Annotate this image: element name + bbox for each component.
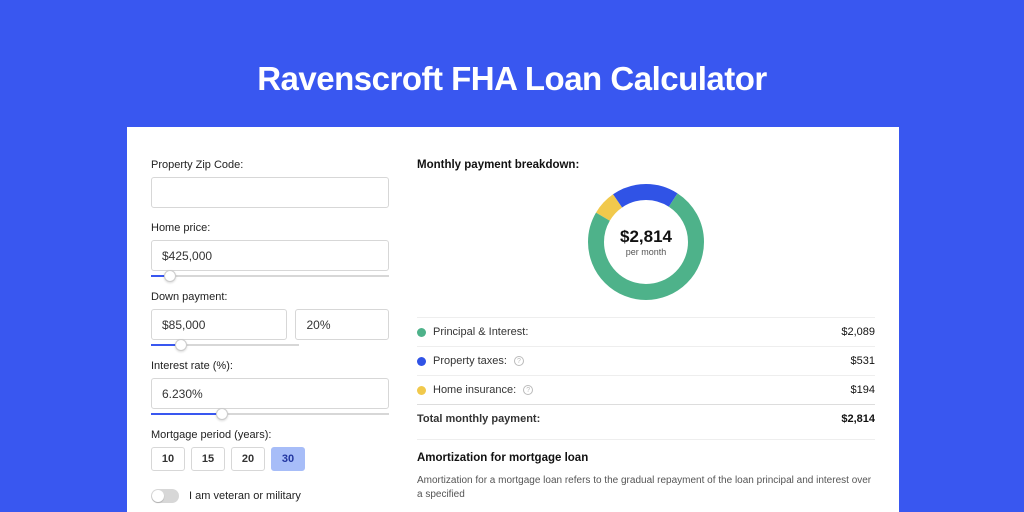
- down-payment-pct-input[interactable]: [295, 309, 389, 340]
- veteran-row: I am veteran or military: [151, 489, 389, 503]
- slider-thumb[interactable]: [175, 339, 187, 351]
- period-button-15[interactable]: 15: [191, 447, 225, 471]
- period-button-10[interactable]: 10: [151, 447, 185, 471]
- line-item-left: Principal & Interest:: [417, 326, 528, 338]
- line-item-label: Home insurance:: [433, 384, 516, 396]
- interest-rate-input[interactable]: [151, 378, 389, 409]
- breakdown-column: Monthly payment breakdown: $2,814 per mo…: [417, 159, 875, 512]
- amortization-title: Amortization for mortgage loan: [417, 452, 875, 464]
- line-item: Home insurance:? $194: [417, 375, 875, 404]
- field-down-payment: Down payment:: [151, 291, 389, 346]
- line-item-label: Property taxes:: [433, 355, 507, 367]
- info-icon[interactable]: ?: [523, 385, 533, 395]
- line-item-label: Principal & Interest:: [433, 326, 528, 338]
- form-column: Property Zip Code: Home price: Down paym…: [151, 159, 389, 512]
- total-value: $2,814: [841, 413, 875, 425]
- donut-sub: per month: [626, 247, 667, 257]
- donut-center: $2,814 per month: [585, 181, 707, 303]
- line-item: Principal & Interest: $2,089: [417, 317, 875, 346]
- page-title: Ravenscroft FHA Loan Calculator: [0, 0, 1024, 98]
- interest-rate-label: Interest rate (%):: [151, 360, 389, 372]
- donut-chart-wrap: $2,814 per month: [417, 181, 875, 303]
- line-item: Property taxes:? $531: [417, 346, 875, 375]
- interest-rate-slider[interactable]: [151, 413, 389, 415]
- period-button-20[interactable]: 20: [231, 447, 265, 471]
- info-icon[interactable]: ?: [514, 356, 524, 366]
- donut-amount: $2,814: [620, 227, 672, 247]
- period-label: Mortgage period (years):: [151, 429, 389, 441]
- amortization-text: Amortization for a mortgage loan refers …: [417, 474, 875, 502]
- line-item-left: Property taxes:?: [417, 355, 524, 367]
- total-label: Total monthly payment:: [417, 413, 540, 425]
- field-zip: Property Zip Code:: [151, 159, 389, 208]
- legend-dot: [417, 386, 426, 395]
- line-item-value: $531: [851, 355, 875, 367]
- slider-thumb[interactable]: [164, 270, 176, 282]
- zip-input[interactable]: [151, 177, 389, 208]
- field-home-price: Home price:: [151, 222, 389, 277]
- home-price-input[interactable]: [151, 240, 389, 271]
- zip-label: Property Zip Code:: [151, 159, 389, 171]
- field-period: Mortgage period (years): 10152030: [151, 429, 389, 471]
- total-row: Total monthly payment: $2,814: [417, 404, 875, 433]
- home-price-label: Home price:: [151, 222, 389, 234]
- line-item-left: Home insurance:?: [417, 384, 533, 396]
- slider-thumb[interactable]: [216, 408, 228, 420]
- down-payment-slider[interactable]: [151, 344, 299, 346]
- page-background: Ravenscroft FHA Loan Calculator Property…: [0, 0, 1024, 512]
- breakdown-title: Monthly payment breakdown:: [417, 159, 875, 171]
- field-interest-rate: Interest rate (%):: [151, 360, 389, 415]
- legend-dot: [417, 357, 426, 366]
- veteran-label: I am veteran or military: [189, 490, 301, 502]
- card-inner: Property Zip Code: Home price: Down paym…: [127, 127, 899, 512]
- donut-chart: $2,814 per month: [585, 181, 707, 303]
- veteran-toggle[interactable]: [151, 489, 179, 503]
- amortization-block: Amortization for mortgage loan Amortizat…: [417, 439, 875, 502]
- toggle-knob: [152, 490, 164, 502]
- down-payment-label: Down payment:: [151, 291, 389, 303]
- down-payment-input[interactable]: [151, 309, 287, 340]
- legend-dot: [417, 328, 426, 337]
- line-item-value: $194: [851, 384, 875, 396]
- line-item-value: $2,089: [841, 326, 875, 338]
- calculator-card: Property Zip Code: Home price: Down paym…: [127, 127, 899, 512]
- period-button-30[interactable]: 30: [271, 447, 305, 471]
- home-price-slider[interactable]: [151, 275, 389, 277]
